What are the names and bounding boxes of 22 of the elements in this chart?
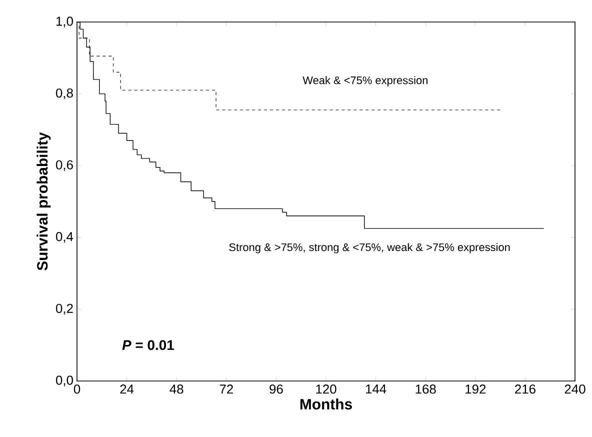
text: Weak & <75% expression <box>302 76 428 86</box>
x-tick-label: 96 <box>270 384 283 394</box>
x-tick-label: 24 <box>120 384 134 394</box>
x-axis-title: Months <box>300 398 352 410</box>
x-tick-label: 0 <box>74 384 80 394</box>
x-tick-label: 240 <box>564 384 586 394</box>
y-tick-label: 0,2 <box>56 304 73 315</box>
x-tick-label: 120 <box>316 384 336 394</box>
series-label: Strong & >75%, strong & <75%, weak & >75% expression <box>229 243 510 254</box>
y-tick-label: 0,0 <box>56 376 73 386</box>
y-tick-label: 0,4 <box>56 232 74 243</box>
x-tick-label: 216 <box>515 384 536 394</box>
x-tick-label: 168 <box>416 384 436 394</box>
y-tick-label: 0,8 <box>56 88 73 100</box>
x-tick-label: 48 <box>170 384 184 394</box>
annotation: P = 0.01 <box>122 340 174 350</box>
x-tick-label: 72 <box>220 384 233 394</box>
x-tick-label: 192 <box>466 384 486 394</box>
y-tick-label: 0,6 <box>56 160 73 171</box>
y-tick-label: 1,0 <box>56 16 73 28</box>
y-axis-title: Survival probability <box>36 132 51 270</box>
x-tick-label: 144 <box>366 384 386 394</box>
